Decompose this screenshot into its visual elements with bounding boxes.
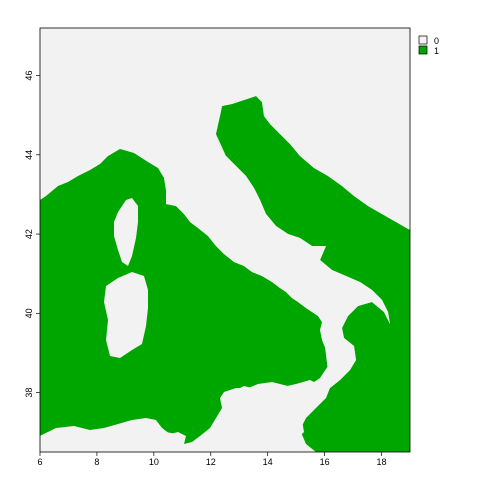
x-axis: 6 8 10 12 14 16 18 [37,452,387,467]
y-tick-label: 40 [24,308,34,318]
y-tick-label: 46 [24,71,34,81]
land-balkans-class-1 [216,96,410,452]
island-corsica-class-0 [114,198,138,266]
legend-swatch-0 [418,35,428,45]
legend-swatch-1 [418,45,428,55]
y-axis: 38 40 42 44 46 [24,71,40,398]
x-tick-label: 16 [320,457,330,467]
y-tick-label: 44 [24,150,34,160]
x-tick-label: 8 [94,457,99,467]
y-tick-label: 38 [24,388,34,398]
island-sardinia-class-0 [104,272,148,358]
island-sicily-class-0 [228,380,318,440]
x-tick-label: 6 [37,457,42,467]
sea-adriatic-class-0 [164,86,410,388]
sea-bottom-class-0 [40,418,186,452]
y-tick-label: 42 [24,229,34,239]
x-tick-label: 10 [149,457,159,467]
x-tick-label: 12 [206,457,216,467]
x-tick-label: 18 [377,457,387,467]
map-frame [39,27,411,453]
land-mainland-class-1 [40,149,330,444]
x-tick-label: 14 [263,457,273,467]
legend-label-1: 1 [434,46,439,56]
legend-label-0: 0 [434,36,439,46]
legend: 0 1 [418,35,439,56]
